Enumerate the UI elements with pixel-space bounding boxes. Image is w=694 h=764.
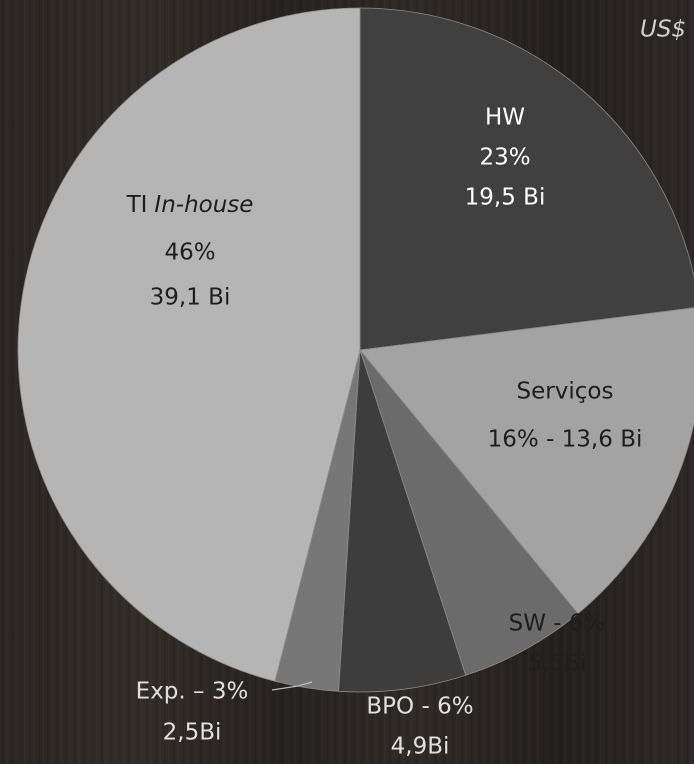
labels: HW 23% 19,5 Bi Serviços 16% - 13,6 Bi SW - 6%…	[126, 105, 643, 760]
pie-slice	[359, 7, 694, 351]
slice-label: 39,1 Bi	[150, 285, 231, 311]
slice-label: TI In-house	[126, 192, 254, 218]
chart-title: US$	[640, 17, 686, 43]
slice-label: BPO - 6%	[366, 694, 473, 720]
pie-slice	[338, 349, 467, 693]
slice-label: 2,5Bi	[163, 720, 222, 746]
slice-label: 5,5Bi	[528, 651, 587, 677]
slice-label: SW - 6%	[509, 611, 606, 637]
pie-slice	[359, 307, 694, 615]
slice-label: 16% - 13,6 Bi	[488, 427, 643, 453]
pie	[17, 7, 694, 693]
slice-label: HW	[485, 105, 525, 131]
leader-line	[271, 681, 313, 691]
slice-label: 19,5 Bi	[465, 185, 546, 211]
slice-label: 23%	[479, 145, 530, 171]
pie-slice	[359, 349, 579, 676]
slice-label-part: TI	[126, 192, 148, 218]
slice-label: 4,9Bi	[391, 734, 450, 760]
slice-label-part: In-house	[154, 192, 253, 218]
slice-label: Serviços	[517, 379, 614, 405]
pie-slice	[17, 7, 361, 682]
slice-label: 46%	[164, 240, 215, 266]
slice-label: Exp. – 3%	[136, 679, 249, 705]
